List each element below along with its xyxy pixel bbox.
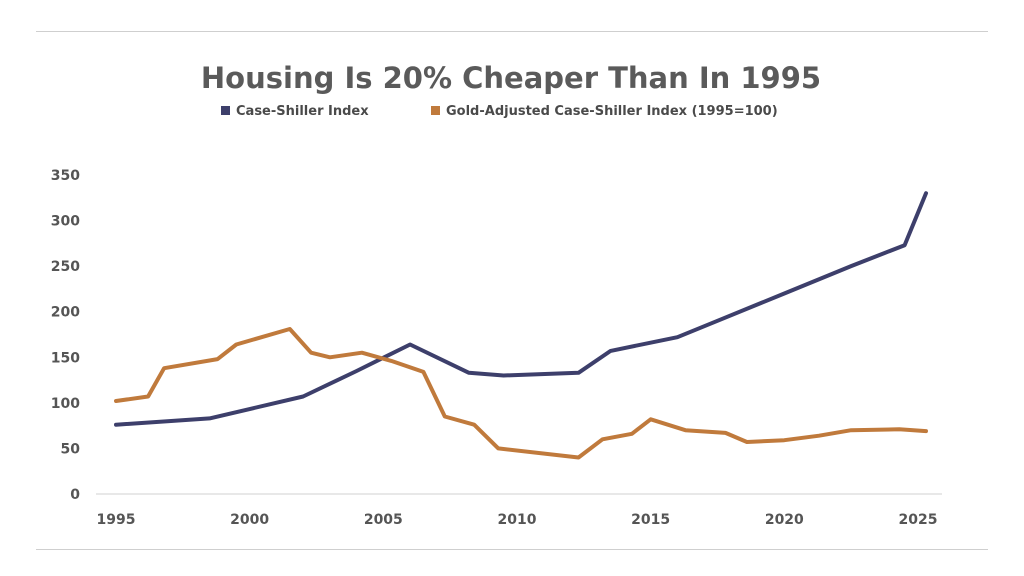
y-axis: 0 50 100 150 200 250 300 350 xyxy=(51,168,80,503)
x-tick-label: 2020 xyxy=(765,512,804,528)
x-tick-label: 1995 xyxy=(97,512,136,528)
x-tick-label: 2005 xyxy=(364,512,403,528)
y-tick-label: 350 xyxy=(51,168,80,184)
x-axis: 1995 2000 2005 2010 2015 2020 2025 xyxy=(97,512,938,528)
legend-swatch-case-shiller xyxy=(221,106,230,115)
chart-title: Housing Is 20% Cheaper Than In 1995 xyxy=(201,61,821,95)
y-tick-label: 200 xyxy=(51,305,80,321)
y-tick-label: 150 xyxy=(51,350,80,366)
series-line-case-shiller xyxy=(114,191,928,427)
y-tick-label: 0 xyxy=(70,487,80,503)
legend-swatch-gold-adjusted xyxy=(431,106,440,115)
series-line-gold-adjusted xyxy=(114,327,928,460)
x-tick-label: 2015 xyxy=(631,512,670,528)
top-divider xyxy=(36,31,988,32)
legend-label-gold-adjusted: Gold-Adjusted Case-Shiller Index (1995=1… xyxy=(446,104,778,119)
legend-label-case-shiller: Case-Shiller Index xyxy=(236,104,369,119)
series-layer xyxy=(114,191,928,460)
bottom-divider xyxy=(36,549,988,550)
x-tick-label: 2000 xyxy=(230,512,269,528)
x-tick-label: 2025 xyxy=(898,512,937,528)
y-tick-label: 50 xyxy=(61,441,81,457)
x-tick-label: 2010 xyxy=(498,512,537,528)
y-tick-label: 250 xyxy=(51,259,80,275)
y-tick-label: 300 xyxy=(51,214,80,230)
legend: Case-Shiller Index Gold-Adjusted Case-Sh… xyxy=(221,104,778,119)
y-tick-label: 100 xyxy=(51,396,80,412)
